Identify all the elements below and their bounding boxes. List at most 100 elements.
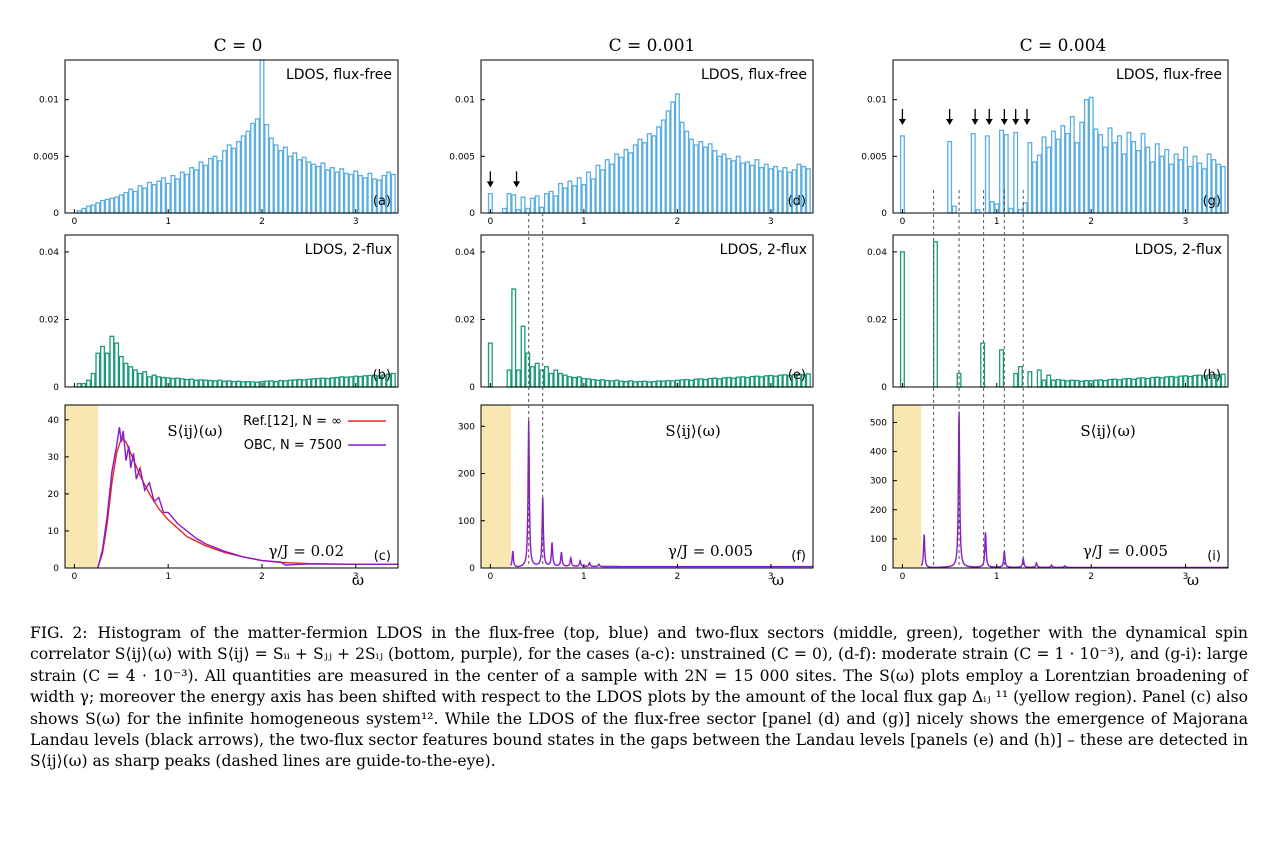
plot-a: 0 0.005 0.01 0 1 2 3 LDOS, flux-free (a): [33, 59, 399, 227]
histogram-bar: [684, 378, 690, 388]
histogram-bar: [245, 130, 251, 214]
histogram-bar: [1192, 155, 1198, 214]
histogram-bar: [100, 345, 106, 388]
histogram-bar: [1121, 378, 1127, 388]
ldos-label: LDOS, 2-flux: [720, 242, 807, 258]
histogram-bar: [339, 168, 345, 214]
x-tick-label: 3: [353, 572, 359, 582]
omega-label: ω: [352, 571, 364, 589]
histogram-bar: [525, 207, 531, 214]
histogram-bar: [297, 159, 302, 214]
histogram-bar: [1098, 379, 1104, 388]
y-tick-label: 100: [458, 517, 475, 527]
histogram-bar: [745, 161, 751, 214]
histogram-bar: [726, 376, 732, 388]
histogram-bar: [984, 135, 990, 214]
histogram-bar: [292, 379, 298, 388]
spectrum-line: [97, 427, 398, 569]
histogram-bar: [1017, 366, 1023, 388]
plot-frame: [892, 234, 1229, 388]
caption-label: FIG. 2:: [30, 624, 88, 642]
histogram-bar: [586, 171, 592, 214]
x-tick-label: 2: [675, 572, 681, 582]
histogram-bar: [628, 152, 634, 214]
histogram-bar: [688, 138, 694, 214]
histogram-bar: [231, 380, 237, 388]
histogram-bar: [1069, 379, 1075, 388]
panel-letter: (c): [374, 549, 391, 564]
histogram-bar: [95, 202, 101, 214]
histogram-bar: [717, 155, 722, 214]
histogram-bar: [665, 379, 671, 388]
histogram-bar: [226, 144, 232, 214]
histogram-bar: [1065, 133, 1071, 214]
y-tick-label: 40: [48, 416, 60, 426]
histogram-bar: [693, 144, 699, 214]
histogram-bar: [651, 135, 657, 214]
panel-letter: (i): [1207, 549, 1221, 564]
y-tick-label: 200: [870, 506, 887, 516]
y-tick-label: 0: [881, 209, 887, 219]
histogram-bar: [548, 190, 554, 214]
histogram-bar: [282, 146, 288, 214]
histogram-bar: [712, 377, 718, 388]
figure-caption: FIG. 2: Histogram of the matter-fermion L…: [30, 623, 1248, 773]
panel-letter: (f): [791, 549, 806, 564]
histogram-bar: [614, 379, 620, 388]
histogram-bar: [777, 170, 783, 214]
histogram-bar: [749, 375, 755, 388]
histogram-bar: [142, 187, 148, 214]
histogram-bar: [572, 376, 577, 388]
histogram-bar: [1173, 376, 1179, 388]
y-tick-label: 20: [48, 490, 60, 500]
histogram-bar: [264, 380, 270, 388]
landau-arrow-head: [486, 181, 494, 188]
histogram-bar: [226, 380, 232, 388]
histogram-bar: [146, 181, 152, 214]
histogram-bar: [315, 165, 321, 214]
histogram-bar: [114, 196, 120, 214]
histogram-bar: [595, 379, 601, 388]
histogram-bar: [529, 366, 535, 388]
histogram-bar: [287, 155, 293, 214]
histogram-bar: [114, 342, 120, 388]
x-tick-label: 3: [353, 217, 359, 227]
histogram-bar: [76, 382, 82, 388]
histogram-bar: [254, 381, 260, 388]
histogram-bar: [343, 172, 349, 214]
x-tick-label: 1: [165, 572, 171, 582]
histogram-bar: [189, 378, 195, 388]
y-tick-label: 0.005: [861, 152, 887, 162]
histogram-bar: [604, 159, 610, 214]
histogram-bar: [712, 150, 718, 214]
histogram-bar: [1093, 379, 1099, 388]
histogram-bar: [1055, 138, 1061, 214]
histogram-bar: [81, 382, 87, 388]
histogram-bar: [539, 206, 545, 214]
x-tick-label: 3: [1183, 572, 1189, 582]
panel-letter: (e): [788, 368, 806, 383]
histogram-bar: [1093, 128, 1099, 214]
histogram-bar: [1069, 116, 1075, 214]
histogram-bar: [632, 144, 638, 214]
histogram-bar: [529, 197, 535, 214]
histogram-bar: [207, 157, 213, 214]
histogram-bar: [656, 380, 662, 388]
plot-i: 0 100 200 300 400 500 0 1 2 3 S⟨ij⟩(ω) γ/J = 0.005 ω…: [870, 404, 1229, 589]
ldos-label: LDOS, 2-flux: [305, 242, 392, 258]
histogram-bar: [306, 161, 312, 214]
histogram-bar: [562, 187, 568, 214]
histogram-bar: [1041, 379, 1047, 388]
histogram-bar: [735, 376, 741, 388]
y-tick-label: 400: [870, 448, 887, 458]
histogram-bar: [609, 380, 615, 388]
plot-frame: [64, 59, 399, 214]
panels: 0 0.005 0.01 0 1 2 3 LDOS, flux-free (a) 0 0.02 0.0…: [33, 59, 1229, 589]
caption-text: Histogram of the matter-fermion LDOS in …: [30, 624, 1248, 771]
histogram-bar: [184, 378, 190, 388]
histogram-bar: [1150, 376, 1155, 388]
x-tick-label: 2: [259, 217, 265, 227]
histogram-bar: [501, 207, 507, 214]
x-tick-label: 1: [994, 572, 1000, 582]
histogram-bar: [511, 194, 517, 214]
